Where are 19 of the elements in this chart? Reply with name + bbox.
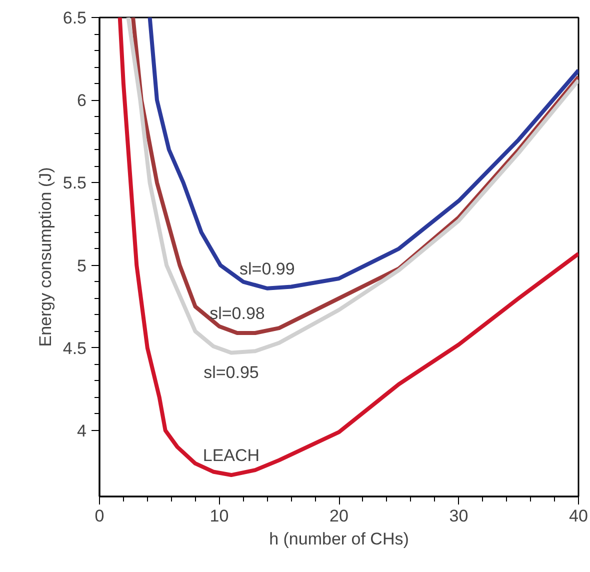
line-series	[148, 18, 578, 290]
x-tick-label: 0	[94, 506, 104, 526]
x-axis-title: h (number of CHs)	[269, 530, 409, 548]
y-tick-label: 5.5	[62, 174, 87, 193]
y-axis-title: Energy consumption (J)	[36, 167, 55, 347]
x-tick-label: 20	[330, 506, 348, 526]
y-tick-label: 6	[77, 91, 87, 110]
x-tick-label: 10	[210, 506, 229, 526]
series-label: sl=0.98	[210, 304, 265, 323]
series-label: sl=0.99	[240, 259, 295, 278]
x-tick-label: 30	[449, 506, 468, 526]
y-tick-label: 6.5	[62, 8, 87, 28]
series-label: sl=0.95	[204, 362, 259, 382]
series-label: LEACH	[202, 446, 260, 466]
y-tick-label: 4	[77, 421, 87, 440]
y-tick-label: 4.5	[62, 338, 87, 358]
y-tick-label: 5	[77, 256, 87, 276]
line-series	[118, 18, 578, 478]
x-tick-label: 40	[569, 506, 588, 526]
